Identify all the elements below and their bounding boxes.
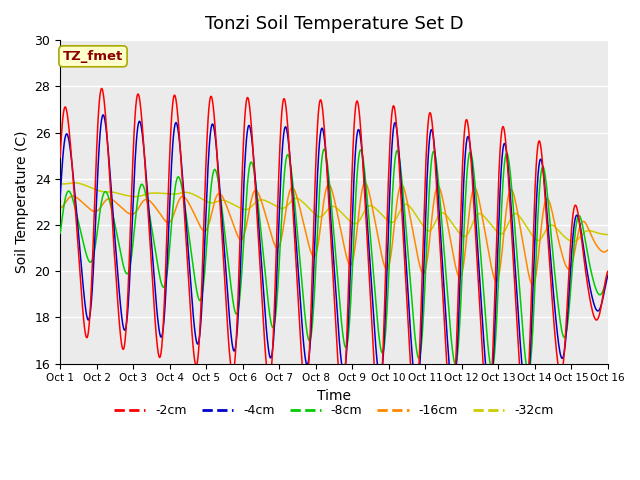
- Text: TZ_fmet: TZ_fmet: [63, 50, 123, 63]
- Y-axis label: Soil Temperature (C): Soil Temperature (C): [15, 131, 29, 273]
- X-axis label: Time: Time: [317, 389, 351, 403]
- Title: Tonzi Soil Temperature Set D: Tonzi Soil Temperature Set D: [205, 15, 463, 33]
- Legend: -2cm, -4cm, -8cm, -16cm, -32cm: -2cm, -4cm, -8cm, -16cm, -32cm: [109, 399, 559, 422]
